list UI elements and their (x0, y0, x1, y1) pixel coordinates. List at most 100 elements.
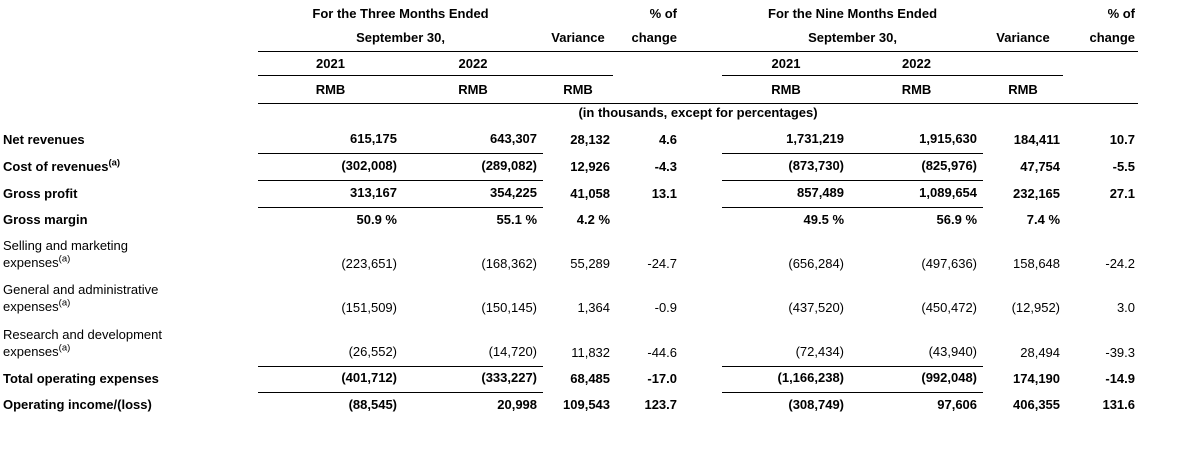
value-cell: -5.5 (1112, 158, 1136, 174)
value-cell: (308,749) (788, 397, 845, 412)
row-gross-margin: Gross margin 50.9 % 55.1 % 4.2 % 49.5 % … (0, 208, 1138, 235)
year-2022-header: 2022 (850, 51, 984, 76)
row-label: Research and development expenses(a) (0, 322, 258, 367)
row-label: Cost of revenues(a) (0, 154, 258, 181)
header-row-period-line2: September 30, Variance change September … (0, 25, 1139, 52)
value-cell: -0.9 (654, 300, 678, 315)
gap-cell (680, 127, 722, 154)
value-cell: (43,940) (850, 322, 984, 367)
value-cell: 13.1 (651, 185, 678, 201)
stub-cell (0, 104, 258, 128)
value-cell: 174,190 (1013, 370, 1061, 386)
row-label-text: expenses (3, 255, 59, 270)
pct-of-change-header: % of (649, 6, 678, 21)
value-cell: -39.3 (1105, 344, 1136, 360)
value-cell: 28,494 (1020, 344, 1061, 360)
row-label-line1: Selling and marketing (3, 238, 129, 253)
gap-cell (680, 208, 722, 235)
empty-cell (983, 51, 1064, 76)
value-cell: 109,543 (563, 397, 611, 412)
value-cell: 1,364 (577, 300, 611, 315)
value-cell: 55.1 % (496, 212, 538, 227)
row-cost-of-revenues: Cost of revenues(a) (302,008) (289,082) … (0, 153, 1138, 181)
value-cell: 49.5 % (803, 212, 845, 227)
value-cell: 354,225 (403, 180, 544, 208)
header-row-period-line1: For the Three Months Ended % of For the … (0, 6, 1138, 25)
value-cell: (223,651) (341, 256, 397, 271)
value-cell: 3.0 (1116, 300, 1136, 315)
value-cell: 406,355 (1013, 397, 1061, 412)
value-cell: (88,545) (348, 397, 397, 412)
row-label-line2: expenses(a) (3, 298, 254, 315)
empty-cell (613, 52, 680, 76)
value-cell: -24.2 (1105, 256, 1136, 271)
row-label: Net revenues (3, 131, 85, 147)
value-cell: 7.4 % (1026, 212, 1061, 227)
footnote-marker: (a) (108, 157, 121, 169)
header-row-years: 2021 2022 2021 2022 (0, 51, 1138, 76)
value-cell: (14,720) (403, 322, 544, 367)
value-cell: -14.9 (1105, 370, 1136, 386)
currency-header: RMB (403, 75, 544, 104)
empty-cell (983, 6, 1063, 25)
value-cell (1063, 208, 1138, 235)
value-cell: -44.6 (647, 344, 678, 360)
value-cell: 158,648 (1013, 256, 1061, 271)
gap-cell (680, 393, 722, 420)
row-label: Gross profit (3, 185, 78, 201)
value-cell: 232,165 (1013, 185, 1061, 201)
row-label: Operating income/(loss) (3, 397, 152, 412)
gap-cell (680, 6, 722, 25)
value-cell: 857,489 (722, 180, 851, 208)
row-gross-profit: Gross profit 313,167 354,225 41,058 13.1… (0, 180, 1138, 208)
pct-of-change-header: change (1063, 25, 1139, 52)
value-cell: (333,227) (403, 366, 544, 393)
value-cell: 615,175 (258, 127, 403, 154)
stub-cell (0, 52, 258, 76)
value-cell: 10.7 (1109, 131, 1136, 147)
value-cell: 184,411 (1013, 131, 1061, 147)
row-net-revenues: Net revenues 615,175 643,307 28,132 4.6 … (0, 127, 1138, 154)
value-cell: (26,552) (258, 322, 403, 367)
value-cell: -17.0 (647, 370, 678, 386)
gap-cell (680, 75, 723, 104)
footnote-marker: (a) (58, 342, 71, 354)
financial-results-table: For the Three Months Ended % of For the … (0, 6, 1139, 420)
gap-cell (680, 322, 722, 367)
value-cell: (450,472) (921, 300, 978, 315)
currency-header: RMB (258, 75, 403, 104)
value-cell: 4.2 % (576, 212, 611, 227)
value-cell: 56.9 % (936, 212, 978, 227)
value-cell: 55,289 (570, 256, 611, 271)
gap-cell (680, 234, 722, 278)
empty-cell (613, 75, 681, 104)
row-label: Selling and marketing expenses(a) (0, 234, 258, 278)
header-row-currency: RMB RMB RMB RMB RMB RMB (0, 75, 1139, 104)
row-general-administrative-expenses: General and administrative expenses(a) (… (0, 278, 1138, 322)
stub-cell (0, 76, 258, 104)
empty-cell (543, 6, 613, 25)
row-label-line2: expenses(a) (3, 254, 254, 271)
value-cell: 313,167 (258, 180, 403, 208)
value-cell: 1,731,219 (722, 127, 851, 154)
gap-cell (680, 367, 722, 393)
row-research-development-expenses: Research and development expenses(a) (26… (0, 322, 1138, 367)
year-2021-header: 2021 (722, 51, 851, 76)
value-cell: (401,712) (258, 366, 403, 393)
row-operating-income-loss: Operating income/(loss) (88,545) 20,998 … (0, 393, 1138, 420)
empty-cell (1063, 52, 1138, 76)
nine-months-title: For the Nine Months Ended (768, 6, 938, 21)
value-cell: 47,754 (1020, 158, 1061, 174)
year-2022-header: 2022 (403, 51, 544, 76)
value-cell: 11,832 (571, 344, 611, 360)
value-cell: 643,307 (403, 127, 544, 154)
value-cell: 1,915,630 (850, 127, 984, 154)
units-note: (in thousands, except for percentages) (578, 105, 818, 120)
value-cell: 123.7 (644, 397, 678, 412)
currency-header: RMB (543, 75, 614, 104)
three-months-title: For the Three Months Ended (312, 6, 489, 21)
value-cell: -24.7 (647, 256, 678, 271)
row-selling-marketing-expenses: Selling and marketing expenses(a) (223,6… (0, 234, 1138, 278)
row-label: Total operating expenses (3, 370, 159, 386)
empty-cell (1063, 75, 1139, 104)
